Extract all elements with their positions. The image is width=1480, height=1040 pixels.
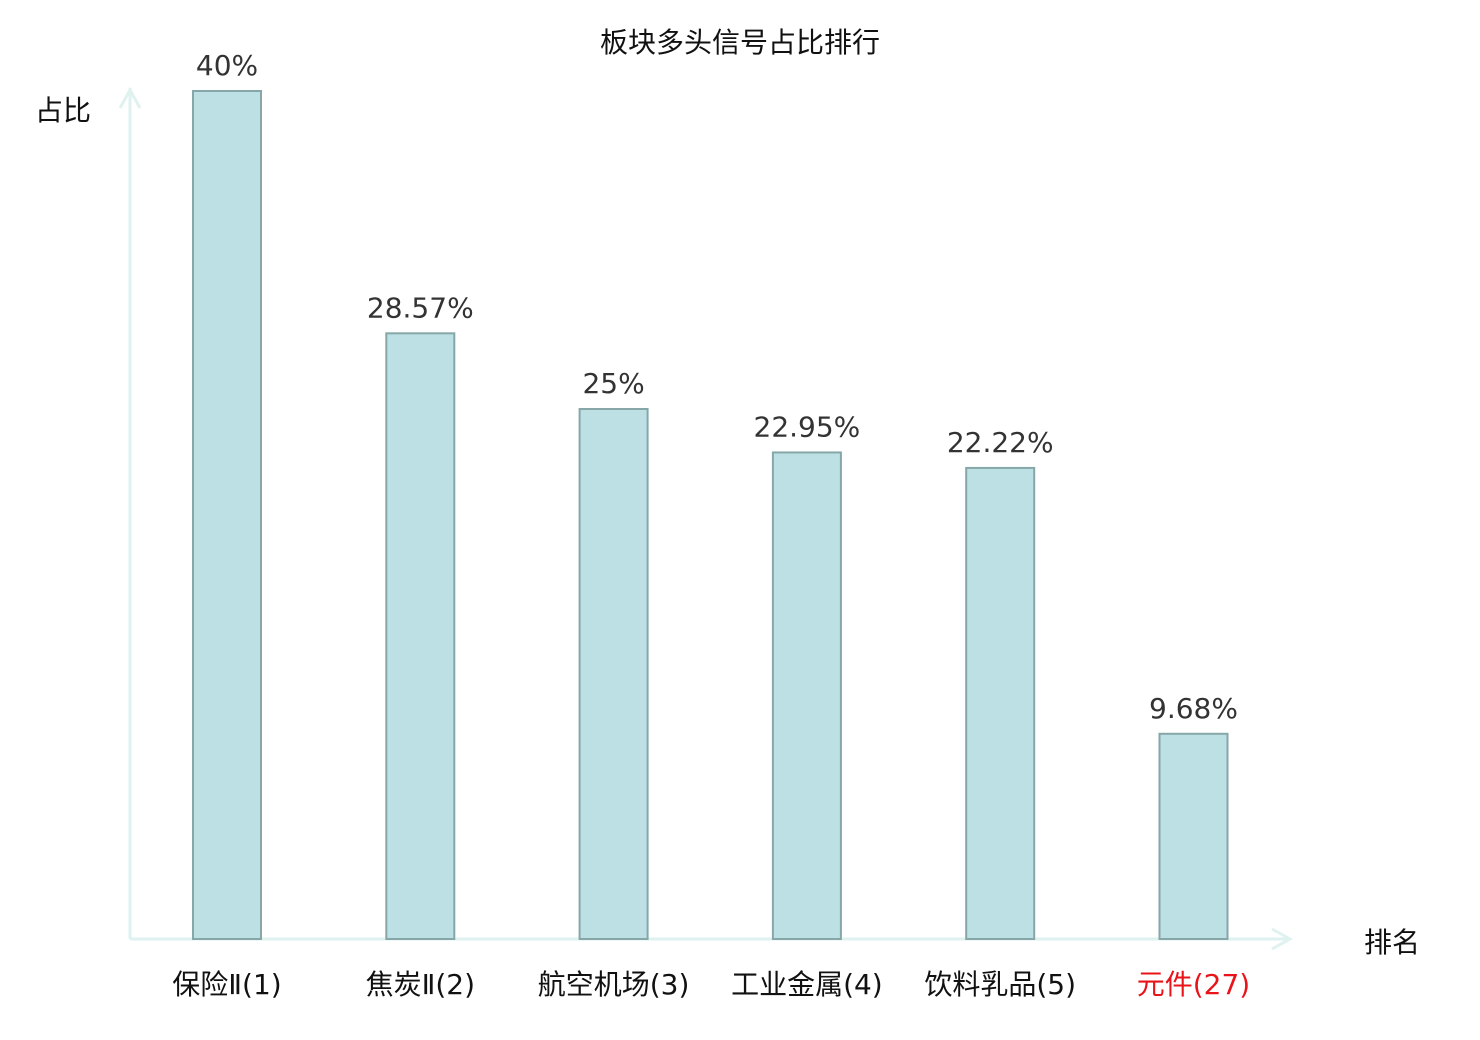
x-tick-label: 保险Ⅱ(1)	[172, 968, 281, 1001]
bar	[771, 451, 842, 940]
chart-title: 板块多头信号占比排行	[600, 26, 880, 59]
x-tick-label: 元件(27)	[1137, 968, 1250, 1001]
x-axis-arrow-icon	[1271, 927, 1294, 951]
y-axis-label: 占比	[35, 94, 91, 127]
bar	[192, 90, 262, 940]
data-label: 22.95%	[754, 410, 861, 443]
x-tick-label: 工业金属(4)	[731, 968, 883, 1001]
data-label: 22.22%	[947, 426, 1054, 459]
x-tick-label: 饮料乳品(5)	[924, 968, 1076, 1001]
bar	[1158, 732, 1229, 940]
data-label: 25%	[582, 367, 644, 400]
data-label: 9.68%	[1149, 692, 1238, 725]
data-label: 28.57%	[367, 291, 474, 324]
x-axis-label: 排名	[1364, 926, 1420, 959]
x-tick-label: 航空机场(3)	[538, 968, 690, 1001]
bars: 40% 保险Ⅱ(1) 28.57% 焦炭Ⅱ(2) 25% 航空机场(3) 22.95% 工业金…	[172, 49, 1250, 1001]
bar	[385, 332, 456, 941]
bar	[578, 408, 649, 940]
y-axis-arrow-icon	[118, 86, 142, 109]
x-tick-label: 焦炭Ⅱ(2)	[366, 968, 475, 1001]
bar	[965, 466, 1036, 940]
data-label: 40%	[196, 49, 258, 82]
axes	[118, 86, 1294, 951]
